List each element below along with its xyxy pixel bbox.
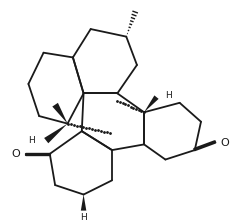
Polygon shape <box>44 124 67 143</box>
Text: H: H <box>165 91 171 100</box>
Polygon shape <box>52 103 67 124</box>
Text: H: H <box>28 136 34 145</box>
Text: O: O <box>220 137 229 148</box>
Text: H: H <box>80 213 87 222</box>
Text: O: O <box>12 149 21 159</box>
Polygon shape <box>144 95 159 112</box>
Polygon shape <box>81 194 86 211</box>
